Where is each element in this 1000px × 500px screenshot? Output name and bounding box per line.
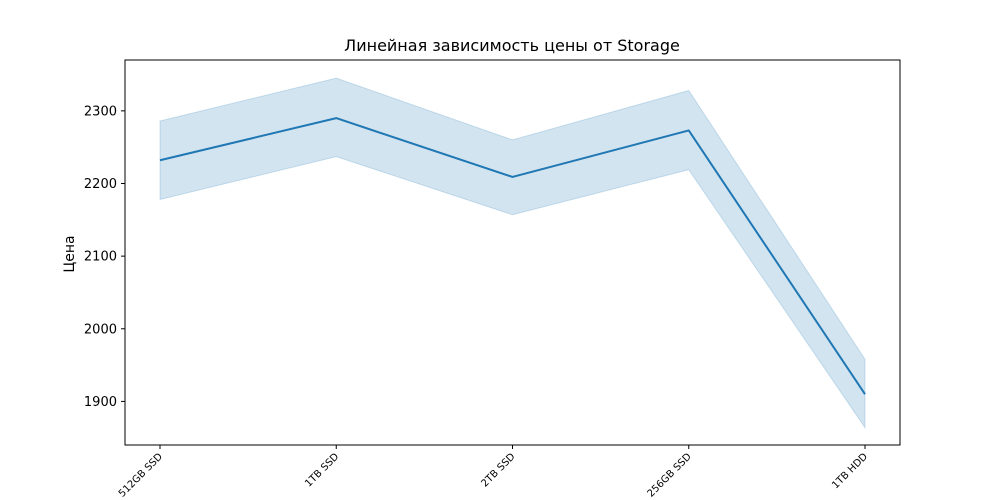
chart-title: Линейная зависимость цены от Storage: [344, 36, 680, 55]
y-tick-label: 2300: [84, 104, 117, 119]
confidence-band: [159, 77, 866, 430]
y-axis-label: Цена: [62, 235, 78, 272]
y-tick-label: 2200: [84, 177, 117, 192]
y-tick-label: 2100: [84, 250, 117, 265]
y-axis: 1900 2000 2100 2200 2300: [84, 104, 125, 410]
y-tick-label: 2000: [84, 322, 117, 337]
y-tick-label: 1900: [84, 395, 117, 410]
plot-area: [159, 77, 866, 430]
